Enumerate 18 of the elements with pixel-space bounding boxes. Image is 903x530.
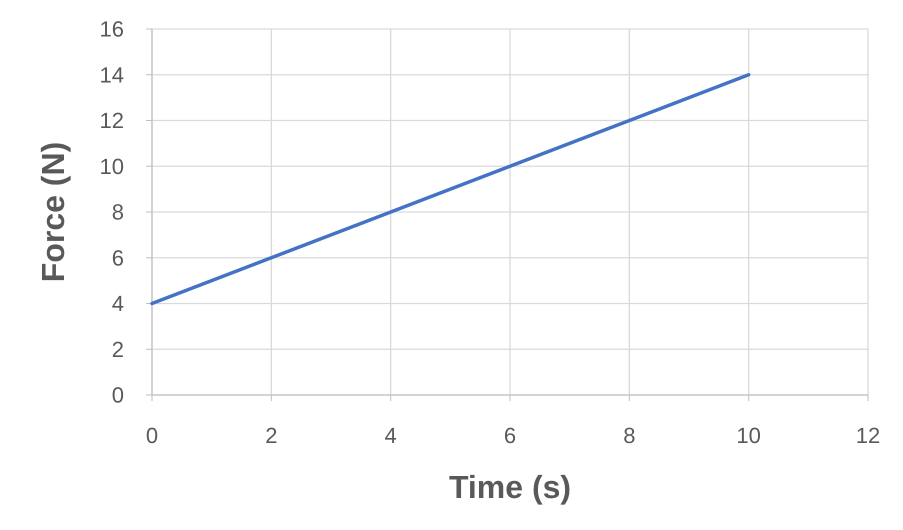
y-tick-label: 4 [112, 291, 124, 316]
y-tick-label: 12 [100, 108, 124, 134]
x-tick-label: 6 [504, 423, 516, 448]
x-tick-label: 2 [265, 423, 278, 448]
y-tick-label: 2 [112, 336, 124, 362]
y-tick-label: 0 [112, 382, 124, 408]
y-tick-label: 14 [100, 62, 124, 88]
y-tick-label: 16 [100, 16, 124, 42]
x-tick-label: 8 [623, 423, 636, 448]
y-axis-title: Force (N) [35, 142, 71, 282]
x-tick-label: 10 [736, 423, 761, 448]
y-tick-label: 6 [112, 245, 124, 270]
y-tick-label: 10 [100, 154, 124, 179]
x-tick-label: 0 [146, 423, 158, 448]
y-tick-label: 8 [112, 200, 124, 225]
x-tick-label: 12 [856, 423, 880, 448]
x-tick-label: 4 [384, 423, 397, 448]
x-axis-title: Time (s) [448, 469, 572, 505]
